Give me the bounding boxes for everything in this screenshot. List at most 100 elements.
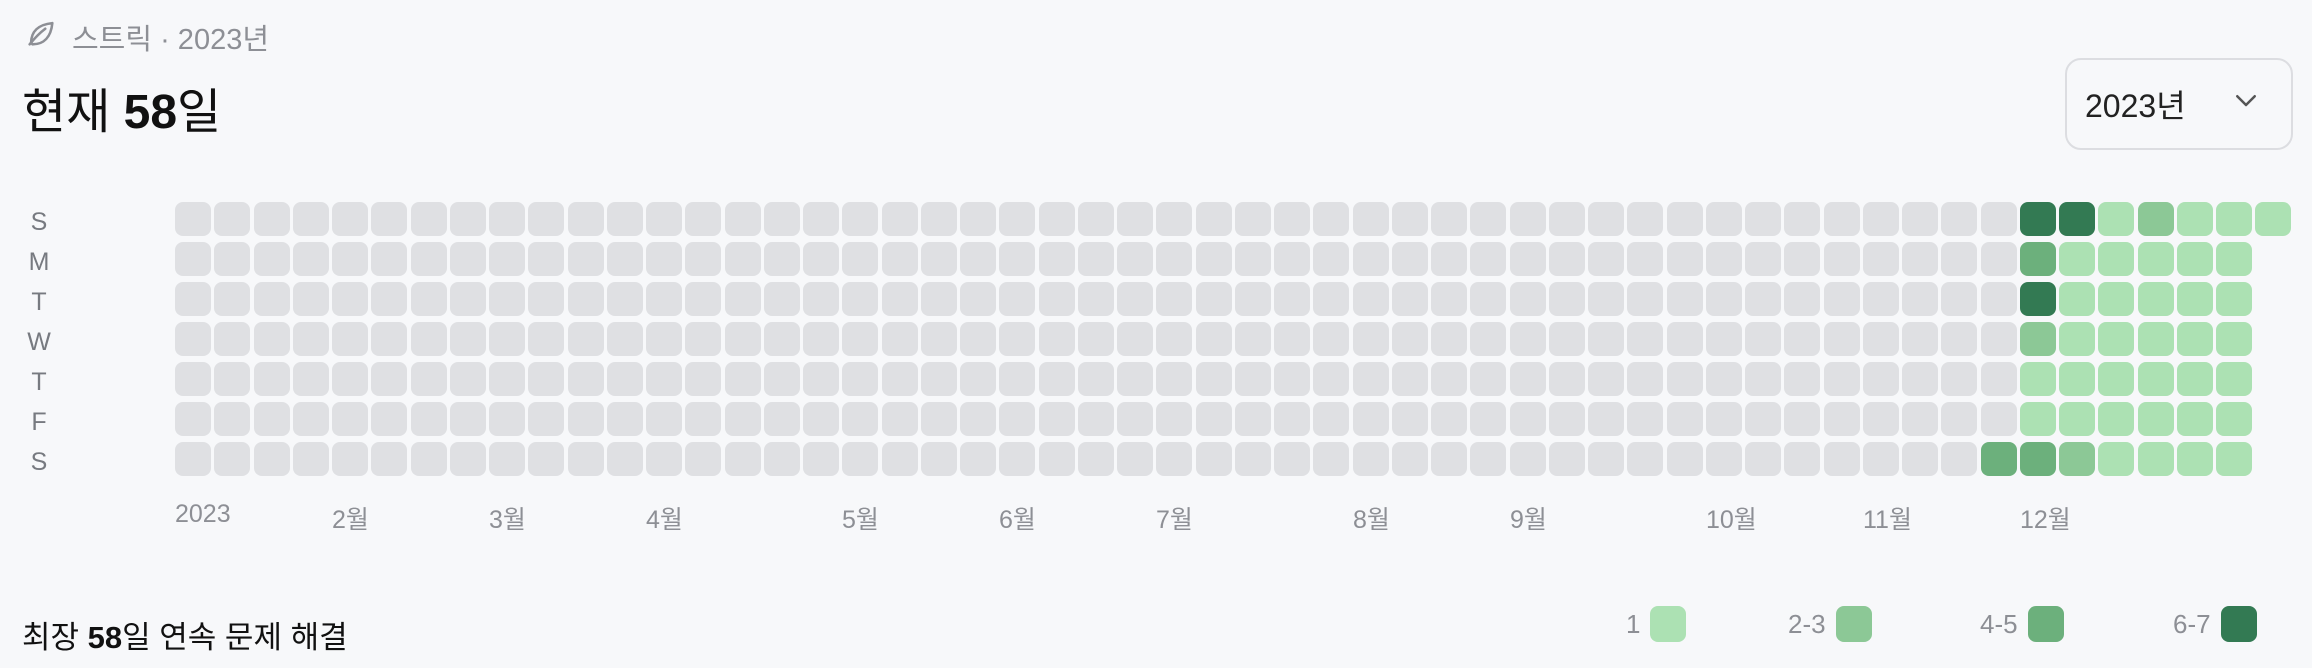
heatmap-cell[interactable] (1431, 362, 1467, 396)
heatmap-cell[interactable] (489, 282, 525, 316)
heatmap-cell[interactable] (1784, 362, 1820, 396)
heatmap-cell[interactable] (332, 362, 368, 396)
heatmap-cell[interactable] (2059, 322, 2095, 356)
heatmap-cell[interactable] (2138, 282, 2174, 316)
heatmap-cell[interactable] (1745, 362, 1781, 396)
heatmap-cell[interactable] (1353, 202, 1389, 236)
heatmap-cell[interactable] (450, 362, 486, 396)
heatmap-cell[interactable] (842, 362, 878, 396)
heatmap-cell[interactable] (2059, 282, 2095, 316)
heatmap-cell[interactable] (1706, 442, 1742, 476)
heatmap-cell[interactable] (489, 242, 525, 276)
heatmap-cell[interactable] (1745, 282, 1781, 316)
heatmap-cell[interactable] (725, 442, 761, 476)
heatmap-cell[interactable] (1078, 442, 1114, 476)
heatmap-cell[interactable] (1117, 282, 1153, 316)
heatmap-cell[interactable] (528, 362, 564, 396)
heatmap-cell[interactable] (489, 202, 525, 236)
heatmap-cell[interactable] (1039, 402, 1075, 436)
heatmap-cell[interactable] (1667, 442, 1703, 476)
heatmap-cell[interactable] (411, 202, 447, 236)
heatmap-cell[interactable] (960, 242, 996, 276)
heatmap-cell[interactable] (411, 362, 447, 396)
heatmap-cell[interactable] (1627, 242, 1663, 276)
heatmap-cell[interactable] (1706, 202, 1742, 236)
heatmap-cell[interactable] (1117, 322, 1153, 356)
heatmap-cell[interactable] (685, 282, 721, 316)
heatmap-cell[interactable] (1706, 402, 1742, 436)
heatmap-cell[interactable] (1313, 282, 1349, 316)
heatmap-cell[interactable] (1392, 242, 1428, 276)
heatmap-cell[interactable] (2177, 242, 2213, 276)
heatmap-cell[interactable] (1941, 282, 1977, 316)
heatmap-cell[interactable] (1431, 202, 1467, 236)
heatmap-cell[interactable] (960, 442, 996, 476)
heatmap-cell[interactable] (1235, 282, 1271, 316)
heatmap-cell[interactable] (803, 322, 839, 356)
heatmap-cell[interactable] (1824, 402, 1860, 436)
heatmap-cell[interactable] (842, 402, 878, 436)
heatmap-cell[interactable] (2020, 362, 2056, 396)
heatmap-cell[interactable] (1667, 282, 1703, 316)
heatmap-cell[interactable] (371, 362, 407, 396)
heatmap-cell[interactable] (842, 322, 878, 356)
heatmap-cell[interactable] (764, 442, 800, 476)
heatmap-cell[interactable] (254, 242, 290, 276)
heatmap-cell[interactable] (1353, 282, 1389, 316)
heatmap-cell[interactable] (489, 442, 525, 476)
heatmap-cell[interactable] (921, 442, 957, 476)
heatmap-cell[interactable] (725, 402, 761, 436)
heatmap-cell[interactable] (1784, 242, 1820, 276)
heatmap-cell[interactable] (1078, 322, 1114, 356)
heatmap-cell[interactable] (803, 402, 839, 436)
heatmap-cell[interactable] (371, 202, 407, 236)
heatmap-cell[interactable] (1039, 362, 1075, 396)
heatmap-cell[interactable] (960, 202, 996, 236)
heatmap-cell[interactable] (882, 242, 918, 276)
heatmap-cell[interactable] (175, 202, 211, 236)
heatmap-cell[interactable] (2177, 202, 2213, 236)
heatmap-cell[interactable] (371, 402, 407, 436)
heatmap-cell[interactable] (489, 362, 525, 396)
heatmap-cell[interactable] (999, 442, 1035, 476)
heatmap-cell[interactable] (1117, 202, 1153, 236)
heatmap-cell[interactable] (1902, 442, 1938, 476)
heatmap-cell[interactable] (1196, 242, 1232, 276)
heatmap-cell[interactable] (764, 362, 800, 396)
heatmap-cell[interactable] (1706, 322, 1742, 356)
heatmap-cell[interactable] (1941, 362, 1977, 396)
heatmap-cell[interactable] (2020, 442, 2056, 476)
heatmap-cell[interactable] (2177, 362, 2213, 396)
heatmap-cell[interactable] (1353, 362, 1389, 396)
heatmap-cell[interactable] (1510, 242, 1546, 276)
heatmap-cell[interactable] (1588, 402, 1624, 436)
heatmap-cell[interactable] (1941, 402, 1977, 436)
heatmap-cell[interactable] (1353, 402, 1389, 436)
heatmap-cell[interactable] (1863, 402, 1899, 436)
heatmap-cell[interactable] (2098, 242, 2134, 276)
heatmap-cell[interactable] (2059, 362, 2095, 396)
heatmap-cell[interactable] (607, 202, 643, 236)
heatmap-cell[interactable] (568, 322, 604, 356)
heatmap-cell[interactable] (2098, 202, 2134, 236)
heatmap-cell[interactable] (1784, 402, 1820, 436)
heatmap-cell[interactable] (1392, 282, 1428, 316)
heatmap-cell[interactable] (921, 362, 957, 396)
heatmap-cell[interactable] (999, 402, 1035, 436)
heatmap-cell[interactable] (1981, 402, 2017, 436)
heatmap-cell[interactable] (1117, 402, 1153, 436)
heatmap-cell[interactable] (2020, 282, 2056, 316)
heatmap-cell[interactable] (293, 362, 329, 396)
heatmap-cell[interactable] (1117, 242, 1153, 276)
heatmap-cell[interactable] (1588, 282, 1624, 316)
heatmap-cell[interactable] (254, 442, 290, 476)
heatmap-cell[interactable] (1196, 322, 1232, 356)
heatmap-cell[interactable] (1863, 362, 1899, 396)
heatmap-cell[interactable] (2177, 442, 2213, 476)
heatmap-cell[interactable] (254, 322, 290, 356)
heatmap-cell[interactable] (1745, 202, 1781, 236)
heatmap-cell[interactable] (214, 442, 250, 476)
heatmap-cell[interactable] (2216, 282, 2252, 316)
heatmap-cell[interactable] (1274, 402, 1310, 436)
heatmap-cell[interactable] (1274, 362, 1310, 396)
